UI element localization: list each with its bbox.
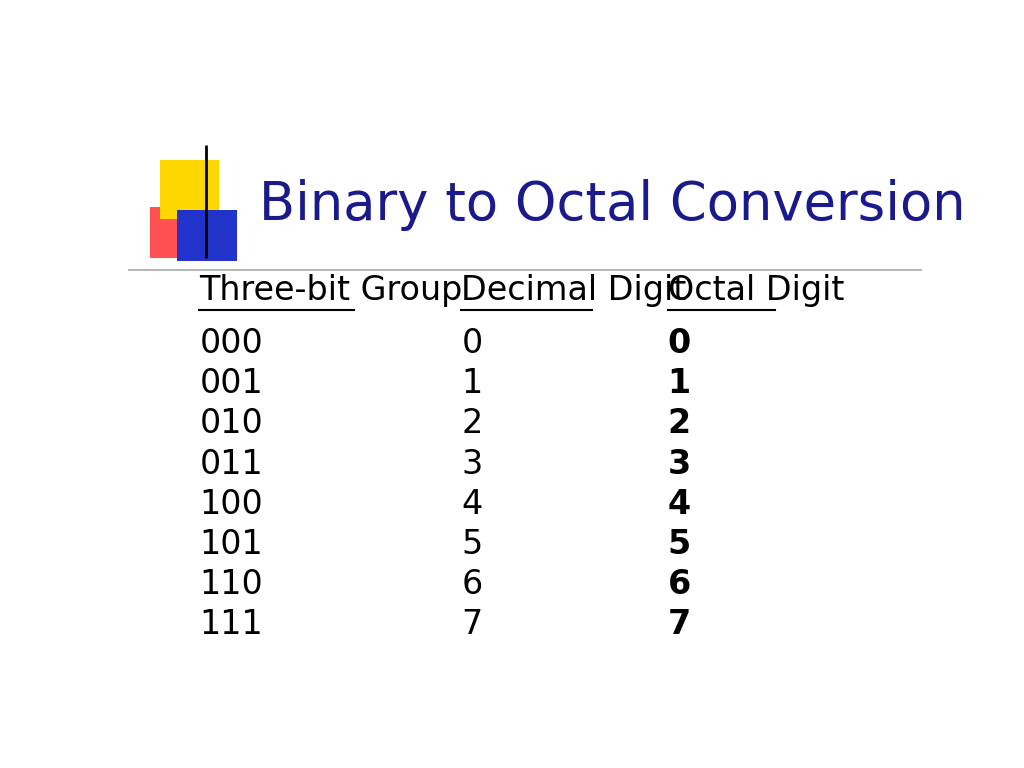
Text: 3: 3	[668, 448, 691, 481]
Text: 010: 010	[200, 407, 263, 440]
Text: 100: 100	[200, 488, 263, 521]
Text: 7: 7	[461, 608, 482, 641]
Text: 111: 111	[200, 608, 263, 641]
FancyBboxPatch shape	[160, 161, 219, 220]
FancyBboxPatch shape	[177, 210, 237, 260]
Text: 1: 1	[668, 367, 691, 400]
Text: 0: 0	[461, 327, 482, 360]
Text: 6: 6	[461, 568, 482, 601]
Text: 6: 6	[668, 568, 691, 601]
Text: 4: 4	[461, 488, 482, 521]
Text: Three-bit Group: Three-bit Group	[200, 273, 463, 306]
Text: 001: 001	[200, 367, 263, 400]
Text: 0: 0	[668, 327, 691, 360]
FancyBboxPatch shape	[151, 207, 202, 258]
Text: 5: 5	[461, 528, 482, 561]
Text: 110: 110	[200, 568, 263, 601]
Text: Octal Digit: Octal Digit	[668, 273, 844, 306]
Text: 2: 2	[668, 407, 691, 440]
Text: 011: 011	[200, 448, 263, 481]
Text: Decimal Digit: Decimal Digit	[461, 273, 686, 306]
Text: 7: 7	[668, 608, 691, 641]
Text: 3: 3	[461, 448, 482, 481]
Text: 5: 5	[668, 528, 691, 561]
Text: 000: 000	[200, 327, 263, 360]
Text: 4: 4	[668, 488, 691, 521]
Text: 101: 101	[200, 528, 263, 561]
Text: 1: 1	[461, 367, 482, 400]
Text: Binary to Octal Conversion: Binary to Octal Conversion	[259, 178, 966, 230]
Text: 2: 2	[461, 407, 482, 440]
